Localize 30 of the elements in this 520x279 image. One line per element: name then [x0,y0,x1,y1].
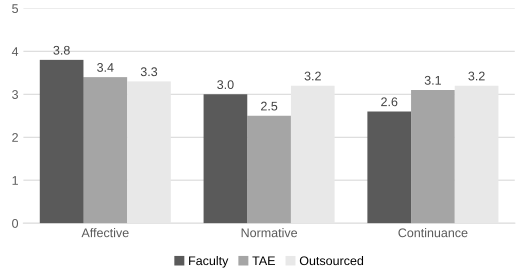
y-tick-label: 5 [12,4,18,14]
data-label: 3.0 [217,80,234,90]
x-tick-label: Normative [242,228,298,238]
data-label: 3.4 [97,63,114,72]
bar [454,86,498,224]
x-tick-label: Affective [81,228,129,238]
y-tick-label: 1 [12,176,18,185]
data-label: 2.6 [381,97,398,106]
bar [290,86,335,224]
bar [247,116,291,224]
y-tick-label: 4 [12,47,18,56]
legend-label: TAE [252,256,275,266]
legend-label: Faculty [189,256,228,268]
data-label: 3.2 [468,72,485,80]
bar [127,81,171,224]
data-label: 2.5 [261,102,278,111]
bar [40,60,84,224]
bar [411,90,455,224]
y-tick-label: 3 [12,90,18,99]
y-tick-label: 2 [12,133,18,142]
data-label: 3.3 [140,67,158,76]
data-label: 3.8 [53,46,70,55]
legend-label: Outsourced [300,256,364,266]
data-label: 3.2 [304,72,321,80]
bar [204,94,248,224]
bar [83,77,128,224]
bar [367,111,412,224]
y-tick-label: 0 [12,219,18,228]
data-label: 3.1 [424,76,441,85]
x-tick-label: Continuance [398,228,468,238]
